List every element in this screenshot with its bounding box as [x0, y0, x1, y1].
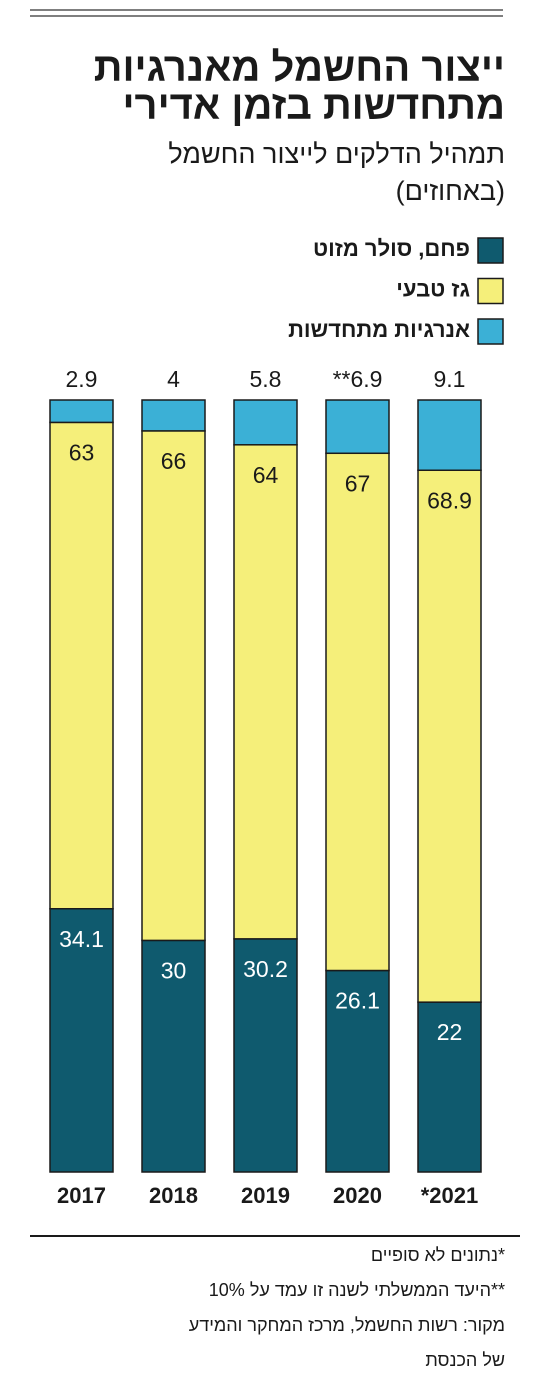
- legend-label: גז טבעי: [396, 276, 470, 301]
- footnote: **היעד הממשלתי לשנה זו עמד על 10%: [209, 1280, 505, 1300]
- bar-segment: [417, 469, 482, 1003]
- value-label: 22: [437, 1019, 463, 1045]
- bar-segment: [49, 421, 114, 910]
- x-tick-label: *2021: [421, 1183, 479, 1208]
- legend-swatch: [477, 237, 504, 264]
- bar-segment: [141, 939, 206, 1173]
- value-label: 26.1: [335, 988, 380, 1014]
- x-tick-label: 2017: [57, 1183, 106, 1208]
- footnote: מקור: רשות החשמל, מרכז המחקר והמידע: [189, 1315, 505, 1335]
- value-label: 63: [69, 439, 95, 465]
- bar-segment: [141, 399, 206, 432]
- bar-segment: [49, 399, 114, 424]
- value-label: 67: [345, 470, 371, 496]
- footnote: *נתונים לא סופיים: [371, 1245, 505, 1265]
- value-label: **6.9: [333, 366, 383, 392]
- bar-segment: [233, 399, 298, 446]
- value-label: 34.1: [59, 926, 104, 952]
- value-label: 9.1: [434, 366, 466, 392]
- x-tick-label: 2019: [241, 1183, 290, 1208]
- chart-title: ייצור החשמל מאנרגיות: [94, 46, 505, 90]
- bar-segment: [233, 938, 298, 1173]
- bar-segment: [325, 452, 390, 972]
- footnote: של הכנסת: [425, 1350, 505, 1370]
- value-label: 4: [167, 366, 180, 392]
- legend-label: אנרגיות מתחדשות: [288, 317, 470, 342]
- value-label: 66: [161, 448, 187, 474]
- chart-subtitle: תמהיל הדלקים לייצור החשמל: [168, 139, 505, 169]
- legend-swatch: [477, 277, 504, 305]
- value-label: 30.2: [243, 956, 288, 982]
- legend-label: פחם, סולר מזוט: [313, 236, 470, 261]
- bar-segment: [325, 399, 390, 455]
- value-label: 68.9: [427, 487, 472, 513]
- chart-title: מתחדשות בזמן אדירי: [122, 84, 505, 128]
- x-tick-label: 2018: [149, 1183, 198, 1208]
- value-label: 5.8: [250, 366, 282, 392]
- value-label: 2.9: [66, 366, 98, 392]
- value-label: 30: [161, 957, 187, 983]
- bar-segment: [49, 907, 114, 1173]
- bar-segment: [141, 430, 206, 942]
- value-label: 64: [253, 462, 279, 488]
- bar-segment: [417, 1001, 482, 1173]
- x-tick-label: 2020: [333, 1183, 382, 1208]
- legend-swatch: [477, 318, 504, 345]
- bar-segment: [417, 399, 482, 472]
- bar-segment: [233, 444, 298, 940]
- chart-subtitle: (באחוזים): [396, 176, 505, 206]
